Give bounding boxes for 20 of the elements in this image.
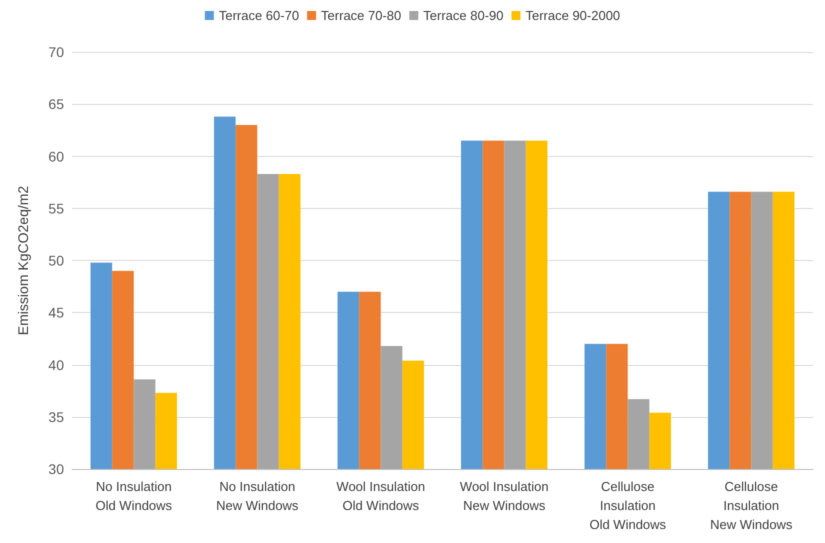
legend-label: Terrace 60-70 <box>218 8 300 23</box>
x-tick-label: Cellulose Insulation Old Windows <box>589 479 667 532</box>
x-tick-label: Cellulose Insulation New Windows <box>710 479 793 532</box>
legend-label: Terrace 80-90 <box>423 8 504 23</box>
x-tick-label: Wool Insulation New Windows <box>460 479 549 513</box>
x-tick-label: No Insulation Old Windows <box>95 479 173 513</box>
y-tick-label: 55 <box>48 200 64 216</box>
y-tick-label: 65 <box>48 96 64 112</box>
x-tick-label: Wool Insulation Old Windows <box>336 479 426 513</box>
legend-label: Terrace 70-80 <box>321 8 402 23</box>
y-tick-label: 60 <box>48 148 64 164</box>
y-tick-label: 45 <box>48 304 64 321</box>
x-tick-label: No Insulation New Windows <box>216 479 299 513</box>
y-axis-title: Emissiom KgCO2eq/m2 <box>15 186 31 336</box>
y-tick-label: 40 <box>48 356 64 373</box>
y-tick-label: 70 <box>48 44 64 60</box>
y-tick-label: 35 <box>48 408 64 425</box>
y-tick-label: 30 <box>48 461 64 477</box>
y-tick-label: 50 <box>48 252 64 268</box>
legend-label: Terrace 90-2000 <box>525 8 620 23</box>
